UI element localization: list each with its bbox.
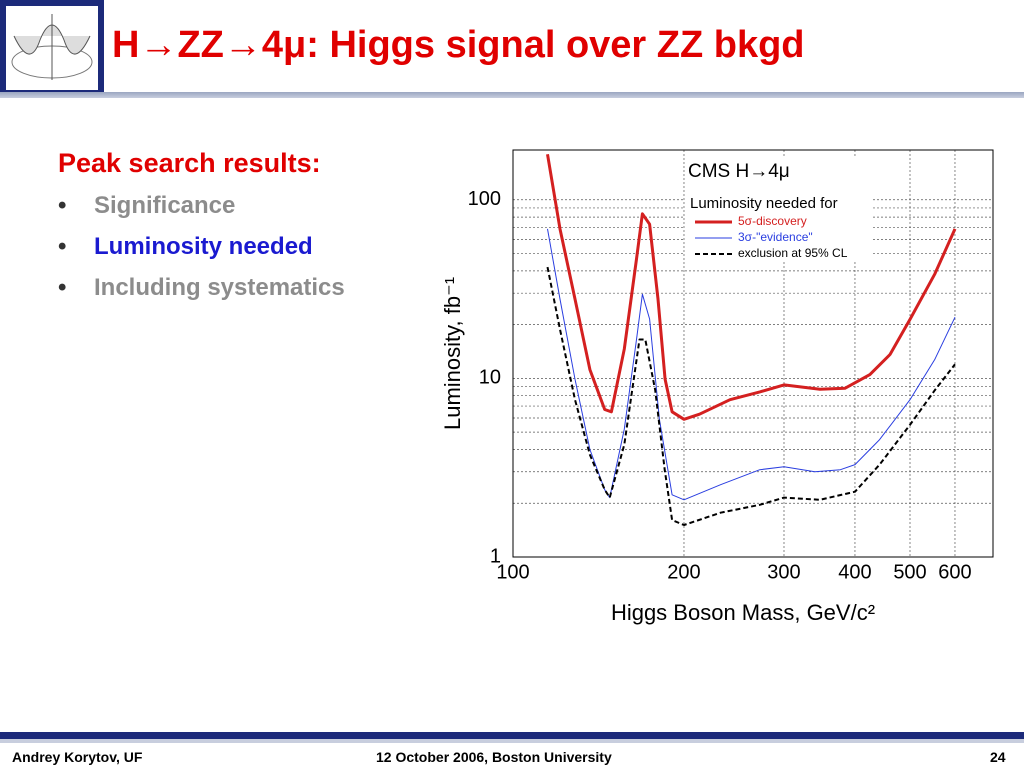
x-axis-label: Higgs Boson Mass, GeV/c² <box>611 600 875 625</box>
footer-event: 12 October 2006, Boston University <box>376 749 612 765</box>
series-line <box>546 266 956 526</box>
footer-author: Andrey Korytov, UF <box>12 749 143 765</box>
y-axis-label: Luminosity, fb⁻¹ <box>440 277 465 430</box>
legend-box <box>685 156 873 262</box>
legend-label: 3σ-"evidence" <box>738 230 813 244</box>
x-tick-label: 300 <box>767 561 800 583</box>
x-tick-label: 600 <box>938 561 971 583</box>
x-tick-label: 400 <box>838 561 871 583</box>
footer-page: 24 <box>990 749 1006 765</box>
annotation: CMS H→4μ <box>688 161 790 182</box>
logo <box>0 0 104 96</box>
y-tick-label: 100 <box>468 188 501 210</box>
legend-title: Luminosity needed for <box>690 195 838 212</box>
plot-frame <box>512 149 994 558</box>
footer-rule <box>0 739 1024 743</box>
footer: Andrey Korytov, UF 12 October 2006, Bost… <box>0 732 1024 768</box>
y-tick-label: 1 <box>490 545 501 567</box>
x-tick-label: 500 <box>893 561 926 583</box>
bullet: Including systematics <box>58 274 345 302</box>
chart: 1 10 100 100 200 300 400 500 600 CMS H→4μ Luminosi… <box>440 149 994 625</box>
slide-title: H→ZZ→4μ: Higgs signal over ZZ bkgd <box>112 24 805 66</box>
bullets: Significance Luminosity needed Including… <box>58 192 345 315</box>
logo-icon <box>6 6 98 90</box>
x-tick-label: 200 <box>667 561 700 583</box>
footer-rule <box>0 732 1024 739</box>
bullet: Luminosity needed <box>58 233 345 261</box>
series-line <box>546 153 957 421</box>
header-rule <box>0 92 1024 98</box>
bullet: Significance <box>58 192 345 220</box>
y-tick-label: 10 <box>479 367 501 389</box>
heading: Peak search results: <box>58 148 321 178</box>
x-tick-label: 100 <box>496 561 529 583</box>
legend-label: exclusion at 95% CL <box>738 246 848 260</box>
legend-label: 5σ-discovery <box>738 214 807 228</box>
